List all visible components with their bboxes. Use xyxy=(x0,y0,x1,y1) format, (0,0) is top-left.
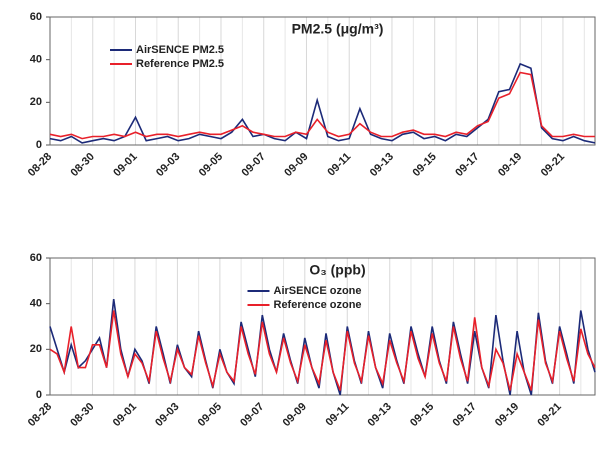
x-tick-label: 09-15 xyxy=(410,151,438,179)
x-tick-label: 09-03 xyxy=(154,151,182,179)
plot-frame xyxy=(49,16,596,146)
x-tick-label: 08-28 xyxy=(26,151,54,179)
chart: 08-28 08-30 09-01 09-03 09-05 09-07 09-09 09-11… xyxy=(26,252,596,429)
x-tick-label: 09-21 xyxy=(539,151,567,179)
x-tick-label: 09-17 xyxy=(450,401,478,429)
x-tick-label: 09-17 xyxy=(453,151,481,179)
x-tick-label: 09-09 xyxy=(282,151,310,179)
chart-title: O₃ (ppb) xyxy=(309,262,365,278)
y-tick-label: 40 xyxy=(30,54,42,66)
chart: 08-28 08-30 09-01 09-03 09-05 09-07 09-09 09-11… xyxy=(26,11,596,179)
x-tick-label: 08-30 xyxy=(69,151,97,179)
y-tick-label: 20 xyxy=(30,96,42,108)
x-tick-label: 09-13 xyxy=(366,401,394,429)
y-tick-label: 60 xyxy=(30,252,42,264)
x-tick-label: 09-11 xyxy=(325,151,353,179)
x-tick-label: 09-19 xyxy=(493,401,521,429)
x-tick-label: 09-07 xyxy=(240,151,268,179)
x-tick-label: 09-13 xyxy=(368,151,396,179)
chart-title: PM2.5 (μg/m³) xyxy=(292,21,384,37)
x-tick-label: 08-28 xyxy=(26,401,54,429)
y-tick-label: 0 xyxy=(36,389,42,401)
legend-label: Reference ozone xyxy=(274,299,362,311)
x-tick-label: 09-21 xyxy=(535,401,563,429)
x-tick-label: 09-15 xyxy=(408,401,436,429)
data-line xyxy=(49,62,596,144)
legend-label: AirSENCE PM2.5 xyxy=(136,44,224,56)
y-tick-label: 60 xyxy=(30,11,42,23)
x-tick-label: 09-19 xyxy=(496,151,524,179)
y-tick-label: 20 xyxy=(30,343,42,355)
x-tick-label: 09-01 xyxy=(111,151,139,179)
x-tick-label: 09-11 xyxy=(323,401,351,429)
data-line xyxy=(49,71,595,140)
y-tick-label: 40 xyxy=(30,298,42,310)
x-tick-label: 09-01 xyxy=(111,401,139,429)
x-tick-label: 09-05 xyxy=(197,151,225,179)
legend-label: AirSENCE ozone xyxy=(274,285,362,297)
data-line xyxy=(49,310,596,391)
x-tick-label: 09-03 xyxy=(153,401,181,429)
x-tick-label: 09-09 xyxy=(281,401,309,429)
legend-label: Reference PM2.5 xyxy=(136,58,224,70)
y-tick-label: 0 xyxy=(36,139,42,151)
x-tick-label: 09-05 xyxy=(196,401,224,429)
data-line xyxy=(49,298,596,396)
x-tick-label: 09-07 xyxy=(238,401,266,429)
x-tick-label: 08-30 xyxy=(68,401,96,429)
